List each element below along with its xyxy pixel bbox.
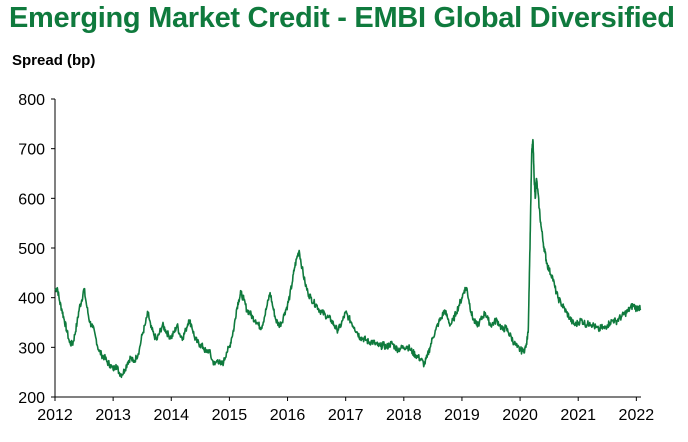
x-tick-label: 2013 [95,407,131,424]
x-tick-label: 2019 [444,407,480,424]
x-tick-label: 2017 [328,407,364,424]
series-line-0 [54,138,642,379]
y-tick-label: 500 [18,241,45,258]
x-tick-label: 2021 [560,407,596,424]
x-tick-label: 2015 [212,407,248,424]
x-tick-label: 2016 [270,407,306,424]
y-tick-label: 600 [18,191,45,208]
y-tick-label: 400 [18,291,45,308]
x-tick-label: 2022 [619,407,655,424]
y-tick-label: 700 [18,142,45,159]
x-tick-label: 2018 [386,407,422,424]
chart-title: Emerging Market Credit - EMBI Global Div… [9,2,675,34]
y-tick-label: 800 [18,92,45,109]
chart-tick-labels: 200 300 400 500 600 700 800 2012 2013 2014 2015 201… [18,92,654,424]
chart-axes [51,98,641,401]
x-tick-label: 2020 [502,407,538,424]
x-tick-label: 2014 [153,407,189,424]
y-tick-label: 300 [18,340,45,357]
y-tick-label: 200 [18,390,45,407]
chart-plot-area [54,138,642,379]
y-axis-label: Spread (bp) [12,52,96,69]
x-tick-label: 2012 [37,407,73,424]
